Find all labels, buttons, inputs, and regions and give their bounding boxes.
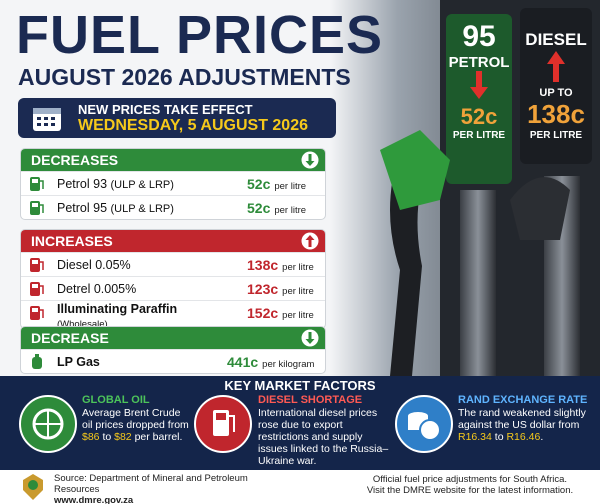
- qualifier: (ULP & LRP): [110, 203, 174, 215]
- title: FUEL PRICES: [16, 5, 384, 65]
- text: Average Brent Crude oil prices dropped f…: [82, 407, 189, 431]
- price-row: LP Gas 441c per kilogram: [21, 349, 325, 373]
- text: per barrel.: [131, 431, 183, 443]
- text: International diesel prices rose due to …: [258, 407, 389, 467]
- unit: per kilogram: [262, 359, 315, 370]
- key-factors-band: [0, 376, 600, 470]
- fuel-name: Illuminating Paraffin: [57, 302, 178, 316]
- unit: per litre: [282, 310, 314, 321]
- fuel-icon: [30, 306, 44, 320]
- banner-date: WEDNESDAY, 5 AUGUST 2026: [78, 117, 308, 134]
- highlight: $86: [82, 431, 100, 443]
- factor-text: The rand weakened slightly against the U…: [458, 407, 586, 443]
- fuel-icon: [30, 258, 44, 272]
- section: DECREASE LP Gas 441c per kilogram: [20, 326, 326, 374]
- footer-note: Official fuel price adjustments for Sout…: [350, 474, 590, 496]
- fuel: DIESEL: [525, 30, 587, 49]
- price-row: Detrel 0.005% 123c per litre: [21, 276, 325, 300]
- pump-sign: 95 PETROL 52c PER LITRE: [446, 20, 512, 141]
- banner-line: NEW PRICES TAKE EFFECT: [78, 102, 253, 117]
- section-heading: INCREASES: [21, 230, 325, 252]
- fuel-name: Petrol 95: [57, 201, 108, 215]
- unit: PER LITRE: [452, 130, 506, 141]
- highlight: R16.46: [506, 431, 541, 443]
- fuel-name: Diesel 0.05%: [57, 258, 131, 272]
- price: 138c: [247, 257, 279, 273]
- price-row: Petrol 93 (ULP & LRP) 52c per litre: [21, 171, 325, 195]
- text: .: [540, 431, 544, 443]
- fuel-icon: [30, 177, 44, 191]
- arrow-up: [547, 51, 565, 82]
- emblem: [23, 474, 43, 500]
- rand-icon: [395, 395, 453, 453]
- price: 52c: [247, 176, 271, 192]
- footer: [0, 470, 600, 504]
- subtitle: AUGUST 2026 ADJUSTMENTS: [18, 64, 351, 90]
- unit: per litre: [282, 286, 314, 297]
- gas-icon: [32, 354, 42, 369]
- price: 441c: [227, 354, 259, 370]
- qualifier: (ULP & LRP): [110, 179, 174, 191]
- factor: DIESEL SHORTAGE International diesel pric…: [258, 394, 390, 467]
- factor-title: GLOBAL OIL: [82, 394, 150, 406]
- unit: per litre: [282, 262, 314, 273]
- unit: per litre: [274, 205, 307, 216]
- source: Source: Department of Mineral and Petrol…: [54, 473, 264, 504]
- up-icon: [301, 232, 319, 250]
- heading: DECREASES: [31, 152, 119, 168]
- factor-text: Average Brent Crude oil prices dropped f…: [82, 407, 189, 443]
- price: 152c: [247, 305, 279, 321]
- price-row: Illuminating Paraffin (Wholesale) 152c per …: [21, 300, 325, 328]
- price: 52c: [247, 200, 271, 216]
- section-heading: DECREASE: [21, 327, 325, 349]
- factor-text: International diesel prices rose due to …: [258, 407, 388, 467]
- factor: RAND EXCHANGE RATE The rand weakened slig…: [458, 394, 592, 443]
- factor-title: DIESEL SHORTAGE: [258, 394, 363, 406]
- fuel-name: LP Gas: [57, 355, 100, 369]
- text: to: [99, 431, 115, 443]
- fuel-name: Petrol 93: [57, 177, 108, 191]
- grade: 95: [462, 20, 496, 53]
- highlight: R16.34: [458, 431, 492, 443]
- unit: PER LITRE: [529, 130, 583, 141]
- fuel-icon: [30, 201, 44, 215]
- down-icon: [301, 329, 319, 347]
- prefix: UP TO: [539, 87, 573, 99]
- fuel: PETROL: [448, 54, 510, 71]
- text: The rand weakened slightly against the U…: [458, 407, 586, 431]
- price: 138c: [527, 99, 585, 129]
- factor-title: RAND EXCHANGE RATE: [458, 394, 588, 406]
- diesel-icon: [194, 395, 252, 453]
- oil-icon: [19, 395, 77, 453]
- section: DECREASES Petrol 93 (ULP & LRP) 52c per li…: [20, 148, 326, 220]
- down-icon: [301, 151, 319, 169]
- pump-sign: DIESEL UP TO 138c PER LITRE: [520, 30, 592, 141]
- price-row: Diesel 0.05% 138c per litre: [21, 252, 325, 276]
- key-factors-title: KEY MARKET FACTORS: [224, 378, 376, 393]
- note: Official fuel price adjustments for Sout…: [372, 474, 568, 485]
- highlight: $82: [114, 431, 132, 443]
- section-heading: DECREASES: [21, 149, 325, 171]
- note: Visit the DMRE website for the latest in…: [366, 485, 574, 496]
- factor: GLOBAL OIL Average Brent Crude oil prices…: [82, 394, 190, 443]
- website: www.dmre.gov.za: [54, 495, 134, 504]
- qualifier: (Wholesale): [57, 319, 108, 329]
- heading: DECREASE: [31, 330, 109, 346]
- fuel-name: Detrel 0.005%: [57, 282, 137, 296]
- calendar-icon: [33, 108, 61, 131]
- unit: per litre: [274, 181, 307, 192]
- date-banner: NEW PRICES TAKE EFFECT WEDNESDAY, 5 AUGU…: [18, 98, 336, 138]
- section: INCREASES Diesel 0.05% 138c per litre Detr…: [20, 229, 326, 329]
- arrow-down: [470, 71, 488, 99]
- price: 123c: [247, 281, 279, 297]
- price-row: Petrol 95 (ULP & LRP) 52c per litre: [21, 195, 325, 219]
- text: to: [491, 431, 507, 443]
- price: 52c: [460, 104, 498, 129]
- source-text: Source: Department of Mineral and Petrol…: [54, 473, 248, 495]
- fuel-icon: [30, 282, 44, 296]
- heading: INCREASES: [31, 233, 113, 249]
